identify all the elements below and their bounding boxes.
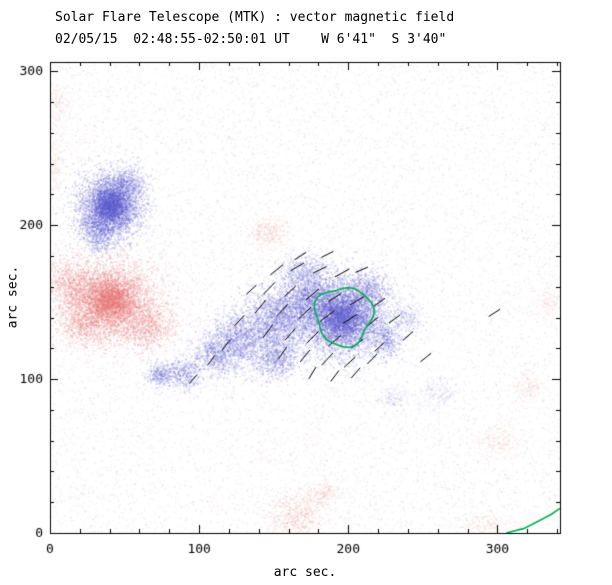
- y-axis-label: arc sec.: [5, 265, 21, 329]
- plot-title: Solar Flare Telescope (MTK) : vector mag…: [55, 10, 455, 25]
- plot-subtitle: 02/05/15 02:48:55-02:50:01 UT W 6'41" S …: [55, 32, 447, 47]
- x-axis-label: arc sec.: [273, 565, 337, 580]
